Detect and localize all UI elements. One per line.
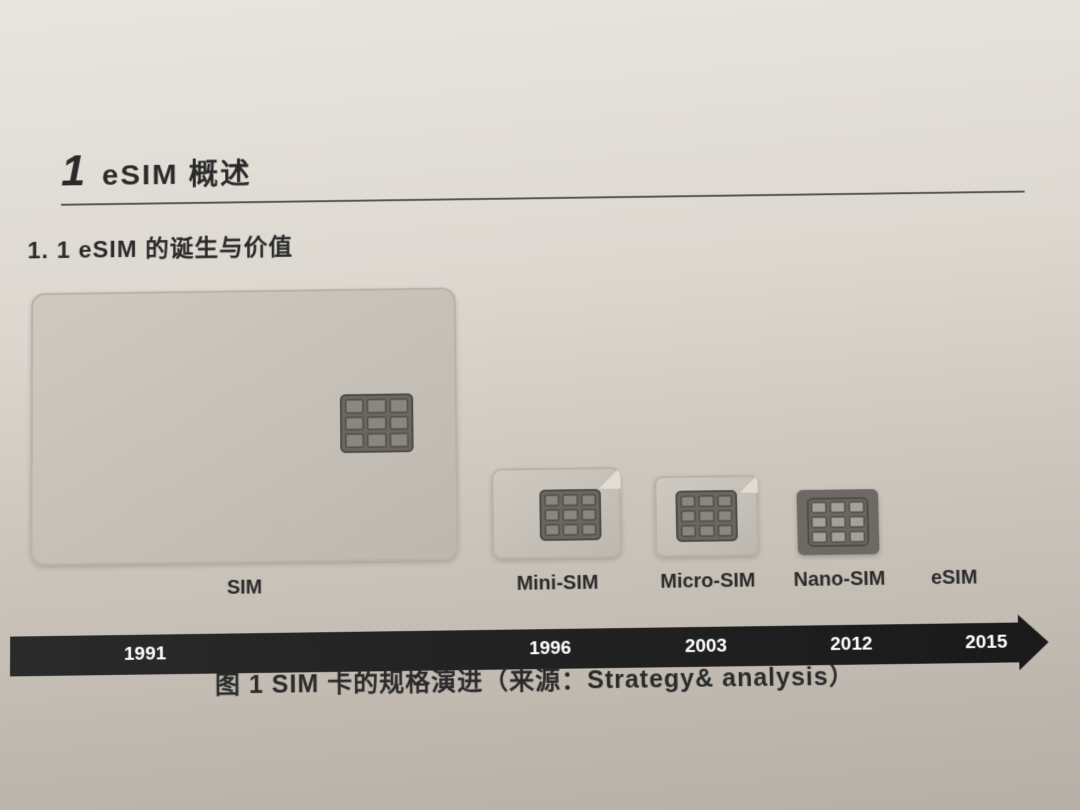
figure-caption: 图 1 SIM 卡的规格演进（来源：Strategy& analysis） [215,657,855,702]
sim-label: eSIM [931,567,978,590]
sim-label: Nano-SIM [793,568,885,592]
chip-icon [539,489,601,541]
chip-icon [675,490,738,542]
chip-icon [340,393,414,453]
sim-label: Micro-SIM [660,570,756,594]
sim-item-nano: Nano-SIM [792,489,886,592]
year-label: 2012 [830,634,873,656]
sim-card-row: SIM Mini-SIM Micro-SIM [30,284,1037,602]
subsection-title: 1. 1 eSIM 的诞生与价值 [27,218,1026,266]
chapter-number: 1 [61,148,86,197]
sim-label: SIM [227,577,263,600]
sim-card-full [30,287,458,565]
chapter-header: 1 eSIM 概述 [61,135,1024,196]
esim-placeholder [917,487,988,553]
sim-item-mini: Mini-SIM [491,467,622,596]
sim-card-mini [491,467,622,560]
year-label: 1991 [124,643,166,665]
sim-card-nano [797,489,880,555]
year-label: 2003 [685,636,728,658]
year-label: 2015 [965,632,1008,654]
chip-icon [807,497,870,547]
sim-item-sim: SIM [30,287,459,602]
document-page: 1 eSIM 概述 1. 1 eSIM 的诞生与价值 SIM M [0,10,1080,810]
sim-label: Mini-SIM [516,572,598,596]
sim-card-micro [654,475,759,557]
chapter-title: eSIM 概述 [102,149,252,193]
figure-sim-evolution: SIM Mini-SIM Micro-SIM [30,284,1040,712]
sim-item-micro: Micro-SIM [654,475,760,594]
sim-item-esim: eSIM [917,487,989,590]
year-label: 1996 [529,638,572,660]
